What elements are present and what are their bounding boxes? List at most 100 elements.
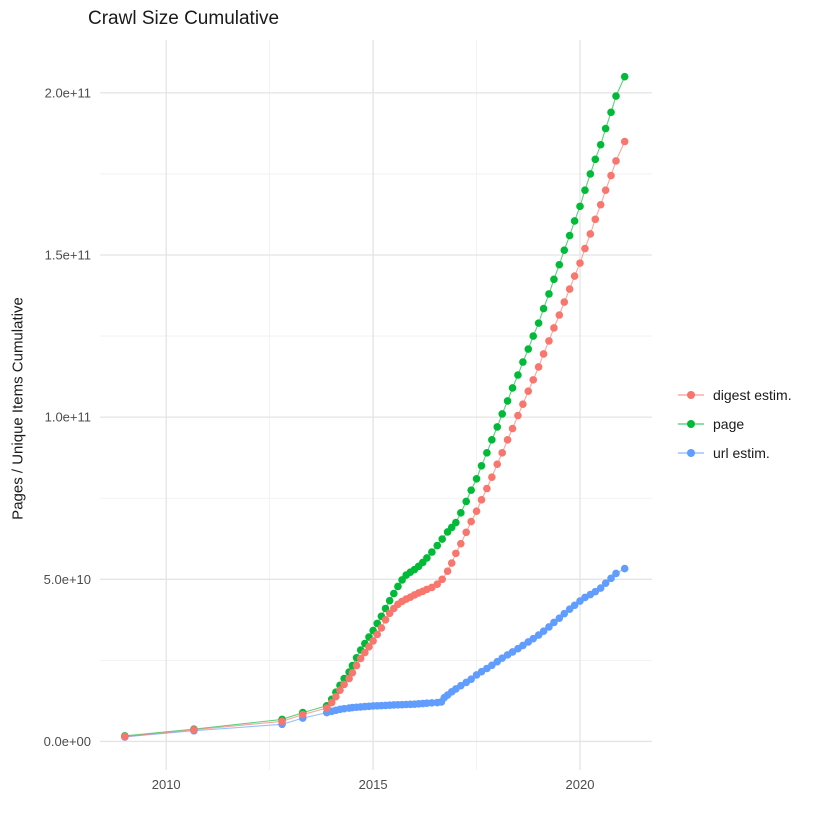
- data-point: [514, 371, 522, 379]
- data-point: [348, 668, 357, 677]
- legend-key-url-estim-icon: [678, 448, 704, 457]
- data-point: [524, 387, 533, 396]
- data-point: [121, 732, 129, 741]
- legend-key-page-icon: [678, 419, 704, 428]
- y-tick-label: 1.0e+11: [45, 410, 91, 425]
- data-point: [190, 725, 198, 734]
- data-point: [452, 549, 460, 558]
- data-point: [586, 230, 595, 238]
- data-point: [365, 642, 373, 651]
- data-point: [498, 449, 507, 457]
- data-point: [620, 72, 629, 81]
- legend-item-url-estim: url estim.: [678, 438, 792, 467]
- y-axis-title: Pages / Unique Items Cumulative: [9, 297, 27, 520]
- y-tick-label: 0.0e+00: [44, 734, 91, 749]
- data-point: [560, 298, 569, 306]
- data-point: [472, 474, 481, 483]
- data-point: [503, 397, 512, 405]
- data-point: [565, 231, 574, 240]
- data-point: [555, 260, 564, 269]
- series-points-url-estim: [121, 564, 629, 741]
- data-point: [576, 202, 584, 211]
- data-point: [570, 272, 579, 280]
- data-point: [570, 217, 579, 225]
- data-point: [483, 484, 491, 493]
- gridlines-major: [100, 40, 652, 770]
- data-point: [462, 528, 471, 537]
- data-point: [612, 569, 620, 578]
- legend-label: digest estim.: [713, 386, 792, 403]
- data-point: [596, 584, 605, 592]
- data-point: [560, 609, 569, 618]
- data-point: [462, 497, 471, 506]
- data-point: [607, 574, 615, 583]
- legend-label: url estim.: [713, 444, 770, 461]
- data-point: [560, 246, 569, 254]
- data-point: [433, 541, 442, 550]
- data-point: [601, 124, 610, 133]
- data-point: [385, 596, 394, 605]
- data-point: [570, 601, 579, 610]
- data-point: [373, 630, 382, 639]
- gridlines-minor: [100, 40, 652, 770]
- data-point: [591, 155, 600, 164]
- data-point: [539, 350, 548, 358]
- data-point: [514, 411, 522, 420]
- y-tick-labels: 0.0e+00 5.0e+10 1.0e+11 1.5e+11 2.0e+11: [44, 85, 91, 749]
- data-point: [545, 623, 553, 631]
- data-point: [394, 582, 402, 591]
- legend-label: page: [713, 415, 745, 432]
- data-point: [581, 244, 589, 253]
- y-tick-label: 1.5e+11: [45, 248, 91, 263]
- data-point: [428, 699, 436, 707]
- data-point: [539, 304, 548, 313]
- data-point: [534, 319, 543, 327]
- data-point: [601, 186, 610, 194]
- data-point: [361, 648, 369, 657]
- legend-item-page: page: [678, 409, 792, 438]
- data-point: [298, 710, 307, 719]
- data-point: [519, 641, 527, 650]
- data-point: [508, 384, 517, 392]
- data-point: [581, 186, 589, 194]
- data-point: [620, 137, 629, 146]
- data-point: [369, 637, 377, 645]
- data-point: [467, 675, 475, 683]
- data-point: [488, 473, 496, 481]
- data-point: [488, 661, 496, 670]
- data-point: [576, 259, 584, 267]
- data-point: [565, 285, 574, 293]
- x-tick-label: 2010: [152, 777, 181, 792]
- data-point: [498, 410, 507, 418]
- data-point: [322, 704, 331, 712]
- series-points-digest-estim: [121, 137, 629, 741]
- data-point: [472, 507, 481, 516]
- data-point: [467, 486, 475, 494]
- x-tick-labels: 2010 2015 2020: [152, 777, 595, 792]
- data-point: [493, 460, 502, 468]
- data-point: [340, 680, 348, 689]
- legend-item-digest-estim: digest estim.: [678, 380, 792, 409]
- data-point: [488, 436, 496, 444]
- data-point: [483, 449, 491, 457]
- data-point: [327, 698, 336, 707]
- data-point: [438, 575, 447, 584]
- data-point: [555, 311, 564, 319]
- chart-title: Crawl Size Cumulative: [88, 8, 280, 29]
- legend: digest estim. page url estim.: [678, 380, 792, 467]
- data-point: [529, 332, 538, 340]
- data-point: [457, 509, 465, 517]
- data-point: [345, 674, 353, 683]
- data-point: [477, 496, 486, 504]
- data-point: [607, 108, 615, 117]
- data-point: [447, 559, 456, 567]
- x-tick-label: 2015: [359, 777, 388, 792]
- data-point: [508, 424, 517, 433]
- data-point: [423, 554, 431, 562]
- legend-key-digest-estim-icon: [678, 390, 704, 399]
- data-point: [539, 627, 548, 635]
- data-point: [545, 337, 553, 345]
- data-point: [529, 376, 538, 384]
- data-point: [612, 157, 620, 165]
